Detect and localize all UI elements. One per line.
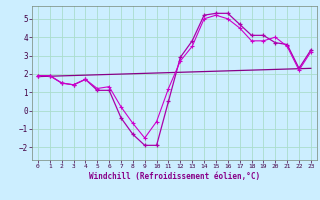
- X-axis label: Windchill (Refroidissement éolien,°C): Windchill (Refroidissement éolien,°C): [89, 172, 260, 181]
